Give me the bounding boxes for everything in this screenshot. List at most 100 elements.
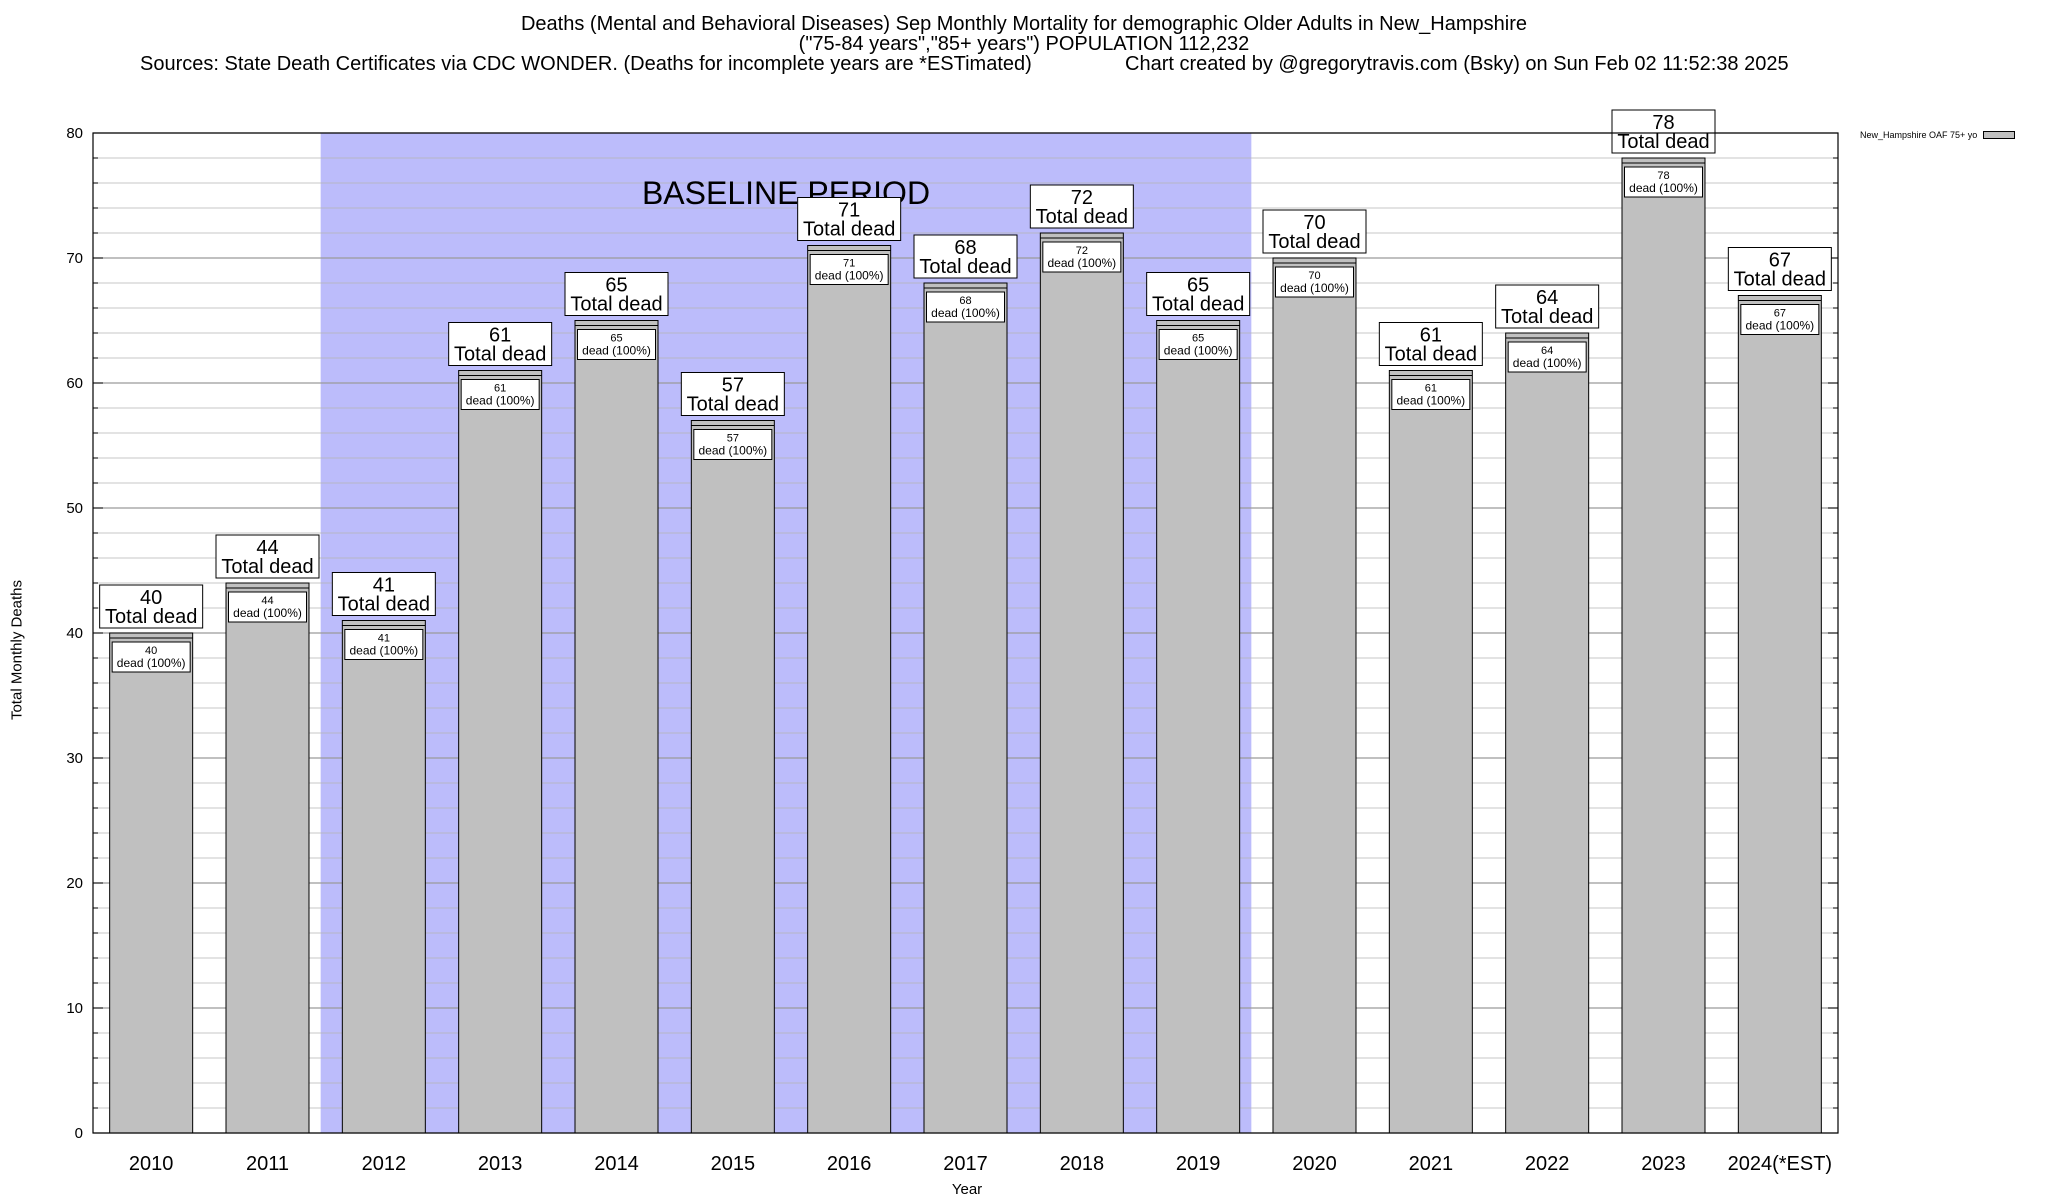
x-tick-label: 2015: [711, 1153, 756, 1175]
x-axis-label: Year: [951, 1181, 983, 1198]
total-label-box: [913, 234, 1018, 279]
total-value-label: 78: [1652, 112, 1674, 134]
inner-percent-label: dead (100%): [1513, 356, 1582, 370]
y-tick-label: 70: [66, 250, 83, 267]
bar: [225, 582, 310, 1134]
inner-percent-label: dead (100%): [1396, 394, 1465, 408]
total-text-label: Total dead: [105, 606, 197, 628]
inner-percent-label: dead (100%): [1280, 281, 1349, 295]
chart-subtitle: ("75-84 years","85+ years") POPULATION 1…: [798, 33, 1250, 55]
total-text-label: Total dead: [1036, 206, 1128, 228]
bar: [341, 620, 426, 1134]
total-label-box: [680, 372, 785, 416]
x-tick-label: 2011: [246, 1153, 289, 1175]
total-value-label: 44: [256, 537, 278, 559]
inner-percent-label: dead (100%): [117, 656, 186, 670]
legend: New_Hampshire OAF 75+ yo: [1860, 130, 2016, 140]
total-text-label: Total dead: [687, 394, 779, 416]
x-tick-label: 2017: [943, 1153, 988, 1175]
bar: [1621, 157, 1706, 1134]
bar: [574, 320, 659, 1134]
total-label-box: [1029, 184, 1134, 229]
total-label-box: [1495, 284, 1600, 329]
x-tick-label: 2010: [129, 1153, 174, 1175]
inner-percent-label: dead (100%): [1629, 181, 1698, 195]
inner-value-label: 44: [261, 595, 273, 607]
inner-value-label: 41: [378, 633, 390, 645]
x-tick-label: 2013: [478, 1153, 523, 1175]
inner-value-label: 61: [494, 383, 506, 395]
inner-percent-label: dead (100%): [1047, 256, 1116, 270]
inner-percent-label: dead (100%): [931, 306, 1000, 320]
inner-label-box: [228, 591, 307, 623]
total-text-label: Total dead: [1501, 306, 1593, 328]
total-text-label: Total dead: [1385, 344, 1477, 366]
inner-value-label: 65: [610, 333, 622, 345]
total-label-box: [1727, 247, 1832, 291]
y-axis-label: Total Monthly Deaths: [8, 579, 26, 721]
inner-label-box: [693, 429, 773, 460]
bar: [690, 420, 775, 1134]
inner-value-label: 70: [1308, 270, 1320, 282]
total-text-label: Total dead: [338, 594, 430, 616]
y-tick-label: 0: [75, 1125, 83, 1142]
inner-label-box: [344, 629, 424, 660]
total-label-box: [564, 272, 669, 316]
inner-label-box: [809, 254, 889, 285]
inner-value-label: 65: [1192, 333, 1204, 345]
inner-percent-label: dead (100%): [233, 606, 302, 620]
bar: [1737, 295, 1822, 1134]
x-tick-label: 2020: [1292, 1153, 1337, 1175]
total-value-label: 61: [489, 325, 511, 347]
y-tick-label: 20: [66, 875, 83, 892]
x-tick-label: 2024(*EST): [1728, 1153, 1833, 1175]
inner-percent-label: dead (100%): [1164, 344, 1233, 358]
total-label-box: [99, 584, 204, 629]
bar: [458, 370, 543, 1134]
chart-title: Deaths (Mental and Behavioral Diseases) …: [520, 13, 1527, 35]
total-label-box: [1146, 272, 1251, 316]
bar: [109, 632, 194, 1134]
total-text-label: Total dead: [1617, 131, 1709, 153]
total-text-label: Total dead: [454, 344, 546, 366]
inner-label-box: [111, 641, 191, 673]
total-text-label: Total dead: [1268, 231, 1360, 253]
total-text-label: Total dead: [803, 219, 895, 241]
inner-value-label: 68: [959, 295, 971, 307]
total-value-label: 65: [605, 275, 627, 297]
inner-value-label: 64: [1541, 345, 1553, 357]
total-label-box: [1262, 209, 1367, 254]
x-tick-label: 2016: [827, 1153, 872, 1175]
total-value-label: 71: [838, 200, 860, 222]
x-tick-label: 2019: [1176, 1153, 1221, 1175]
y-tick-label: 10: [66, 1000, 83, 1017]
bar: [1388, 370, 1473, 1134]
inner-value-label: 40: [145, 645, 157, 657]
inner-label-box: [1624, 166, 1703, 198]
inner-label-box: [926, 291, 1005, 323]
y-tick-label: 30: [66, 750, 83, 767]
y-tick-label: 50: [66, 500, 83, 517]
chart-sources: Sources: State Death Certificates via CD…: [140, 53, 1032, 75]
total-text-label: Total dead: [570, 294, 662, 316]
total-label-box: [797, 197, 902, 241]
inner-value-label: 72: [1076, 245, 1088, 257]
total-value-label: 41: [373, 575, 395, 597]
x-tick-label: 2014: [594, 1153, 639, 1175]
inner-percent-label: dead (100%): [582, 344, 651, 358]
bar: [807, 245, 892, 1134]
total-text-label: Total dead: [919, 256, 1011, 278]
bar: [923, 282, 1008, 1134]
total-value-label: 57: [722, 375, 744, 397]
total-text-label: Total dead: [1152, 294, 1244, 316]
inner-percent-label: dead (100%): [349, 644, 418, 658]
x-tick-label: 2012: [362, 1153, 407, 1175]
total-value-label: 67: [1769, 250, 1791, 272]
total-label-box: [448, 322, 553, 366]
inner-label-box: [1507, 341, 1587, 373]
total-label-box: [331, 572, 436, 616]
bar: [1156, 320, 1241, 1134]
inner-value-label: 57: [727, 433, 739, 445]
